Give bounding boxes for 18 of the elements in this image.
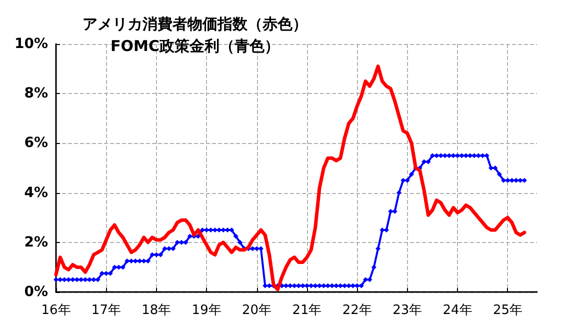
x-tick-label: 16年 [41, 303, 71, 318]
x-tick-label: 25年 [492, 303, 522, 318]
x-tick-label: 19年 [192, 303, 222, 318]
x-tick-label: 22年 [342, 303, 372, 318]
y-tick-label: 4% [24, 184, 48, 201]
x-tick-label: 17年 [91, 303, 121, 318]
x-tick-label: 18年 [142, 303, 172, 318]
chart-title: アメリカ消費者物価指数（赤色） FOMC政策金利（青色） [82, 15, 308, 55]
line-series [54, 64, 526, 292]
y-tick-label: 2% [24, 234, 48, 250]
x-tick-label: 21年 [292, 303, 322, 318]
y-tick-label: 6% [24, 135, 48, 152]
x-tick-label: 24年 [442, 303, 472, 318]
y-tick-label: 8% [24, 86, 48, 102]
x-tick-label: 23年 [392, 303, 422, 318]
y-tick-label: 0% [24, 284, 48, 300]
y-tick-label: 10% [14, 36, 48, 52]
x-tick-label: 20年 [242, 303, 272, 318]
